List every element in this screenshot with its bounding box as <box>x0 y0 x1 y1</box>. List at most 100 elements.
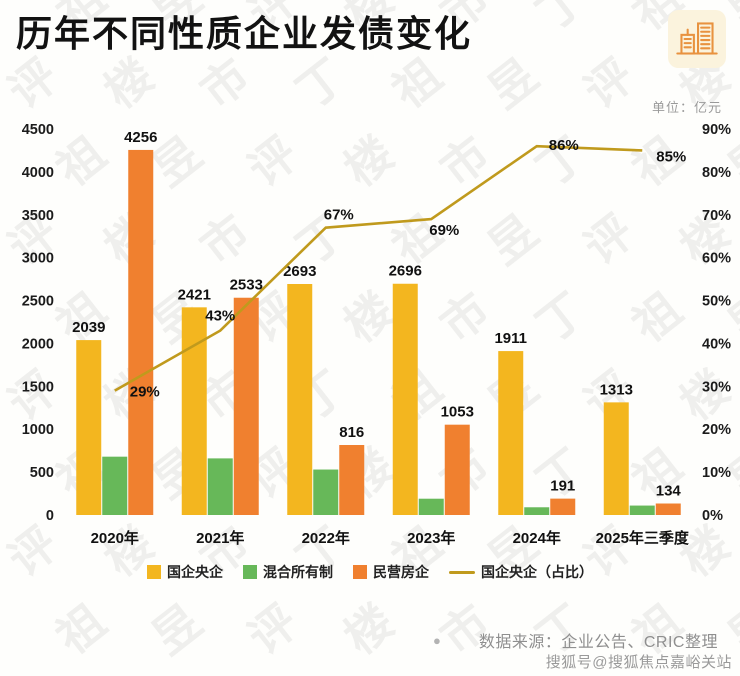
svg-text:2039: 2039 <box>72 319 105 336</box>
svg-text:1000: 1000 <box>22 422 54 438</box>
legend: 国企央企 混合所有制 民营房企 国企央企（占比） <box>0 562 740 582</box>
bar <box>629 505 655 515</box>
watermark-char: 市 <box>430 594 499 665</box>
bar <box>207 458 233 515</box>
svg-text:191: 191 <box>550 478 575 495</box>
svg-text:4500: 4500 <box>22 122 54 138</box>
bar <box>418 498 444 515</box>
svg-text:2025年三季度: 2025年三季度 <box>596 529 690 547</box>
svg-text:2500: 2500 <box>22 294 54 310</box>
bar <box>498 351 524 515</box>
svg-text:50%: 50% <box>702 294 731 310</box>
watermark-char: 祖 <box>377 665 454 676</box>
svg-text:2421: 2421 <box>178 286 211 303</box>
watermark-char: 评 <box>238 594 307 665</box>
bar <box>181 307 207 515</box>
svg-text:2696: 2696 <box>389 263 422 280</box>
watermark-char: 楼 <box>89 665 166 676</box>
bar <box>339 445 365 515</box>
svg-text:2021年: 2021年 <box>196 529 244 547</box>
svg-text:500: 500 <box>30 465 54 481</box>
watermark-char: 市 <box>185 665 262 676</box>
svg-text:1313: 1313 <box>600 381 633 398</box>
svg-text:43%: 43% <box>205 308 235 325</box>
svg-text:40%: 40% <box>702 336 731 352</box>
legend-label: 国企央企 <box>167 564 223 580</box>
svg-text:2693: 2693 <box>283 263 316 280</box>
svg-text:4256: 4256 <box>124 129 157 146</box>
source-bullet-icon: ● <box>433 632 441 648</box>
right-axis: 90% 80% 70% 60% 50% 40% 30% 20% 10% 0% <box>702 122 731 524</box>
bar-line-chart: 4500 4000 3500 3000 2500 2000 1500 1000 500 0 90% 8… <box>22 122 731 547</box>
watermark-char: 祖 <box>46 594 115 665</box>
svg-text:29%: 29% <box>130 384 160 401</box>
legend-label: 国企央企（占比） <box>481 564 593 580</box>
svg-text:69%: 69% <box>429 222 459 239</box>
bar <box>287 284 313 515</box>
svg-text:2022年: 2022年 <box>302 529 350 547</box>
svg-text:85%: 85% <box>656 148 686 165</box>
bar <box>550 498 576 515</box>
svg-text:2533: 2533 <box>230 277 263 294</box>
svg-text:2024年: 2024年 <box>513 529 561 547</box>
legend-swatch-mixed <box>243 565 257 579</box>
bar <box>655 503 681 515</box>
svg-text:1053: 1053 <box>441 404 474 421</box>
watermark-char: 楼 <box>334 594 403 665</box>
svg-text:2020年: 2020年 <box>91 529 139 547</box>
chart-area: 4500 4000 3500 3000 2500 2000 1500 1000 500 0 90% 8… <box>0 113 740 566</box>
legend-label: 民营房企 <box>373 564 429 580</box>
svg-text:80%: 80% <box>702 165 731 181</box>
source-text: 数据来源：企业公告、CRIC整理 <box>478 634 718 651</box>
svg-text:3500: 3500 <box>22 208 54 224</box>
bar <box>128 149 154 515</box>
sohu-watermark: 搜狐号@搜狐焦点嘉峪关站 <box>545 654 732 671</box>
svg-text:20%: 20% <box>702 422 731 438</box>
legend-swatch-soe <box>147 565 161 579</box>
svg-text:10%: 10% <box>702 465 731 481</box>
legend-item-soe: 国企央企 <box>147 562 223 582</box>
watermark-char: 昱 <box>473 665 550 676</box>
svg-text:1911: 1911 <box>494 330 527 347</box>
watermark-char: 丁 <box>0 594 19 665</box>
unit-label: 单位：亿元 <box>651 100 722 115</box>
svg-text:60%: 60% <box>702 251 731 267</box>
legend-item-ratio: 国企央企（占比） <box>449 562 593 582</box>
svg-text:70%: 70% <box>702 208 731 224</box>
watermark-char: 评 <box>0 665 69 676</box>
svg-text:3000: 3000 <box>22 251 54 267</box>
line-layer: 29% 43% 67% 69% 86% 85% <box>114 137 686 401</box>
bar <box>233 297 259 515</box>
legend-swatch-private <box>353 565 367 579</box>
x-axis-labels: 2020年 2021年 2022年 2023年 2024年 2025年三季度 <box>91 529 690 547</box>
legend-item-private: 民营房企 <box>353 562 429 582</box>
svg-text:0: 0 <box>46 508 54 524</box>
svg-text:90%: 90% <box>702 122 731 138</box>
bar <box>102 456 128 515</box>
svg-text:0%: 0% <box>702 508 723 524</box>
svg-text:1500: 1500 <box>22 379 54 395</box>
svg-text:816: 816 <box>339 424 364 441</box>
svg-text:2000: 2000 <box>22 336 54 352</box>
bar <box>444 424 470 515</box>
legend-swatch-ratio-line <box>449 570 475 574</box>
bar <box>76 340 102 515</box>
watermark-char: 丁 <box>281 665 358 676</box>
svg-text:67%: 67% <box>324 207 354 224</box>
legend-label: 混合所有制 <box>263 564 333 580</box>
bar <box>392 283 418 515</box>
building-icon <box>668 10 726 68</box>
bar <box>313 469 339 515</box>
svg-text:2023年: 2023年 <box>407 529 455 547</box>
page-title: 历年不同性质企业发债变化 <box>16 13 473 54</box>
bars-layer: 2039 2421 2693 2696 1911 1313 4256 2533 816 1053 1… <box>72 129 681 515</box>
bar <box>603 402 629 515</box>
svg-text:86%: 86% <box>549 137 579 154</box>
left-axis: 4500 4000 3500 3000 2500 2000 1500 1000 500 0 <box>22 122 54 524</box>
svg-text:134: 134 <box>656 483 682 500</box>
bar <box>524 507 550 515</box>
ratio-line <box>114 144 643 392</box>
source-row: ● 数据来源：企业公告、CRIC整理 <box>433 628 718 652</box>
header: 历年不同性质企业发债变化 <box>16 10 726 68</box>
svg-text:4000: 4000 <box>22 165 54 181</box>
